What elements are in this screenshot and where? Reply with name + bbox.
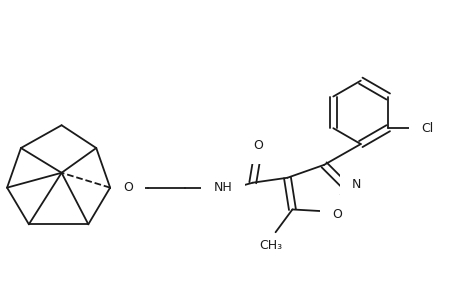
- Text: N: N: [351, 178, 361, 191]
- Text: CH₃: CH₃: [258, 238, 281, 252]
- Text: NH: NH: [213, 181, 232, 194]
- Text: O: O: [123, 181, 133, 194]
- Text: O: O: [331, 208, 341, 221]
- Text: O: O: [252, 139, 262, 152]
- Text: Cl: Cl: [421, 122, 433, 135]
